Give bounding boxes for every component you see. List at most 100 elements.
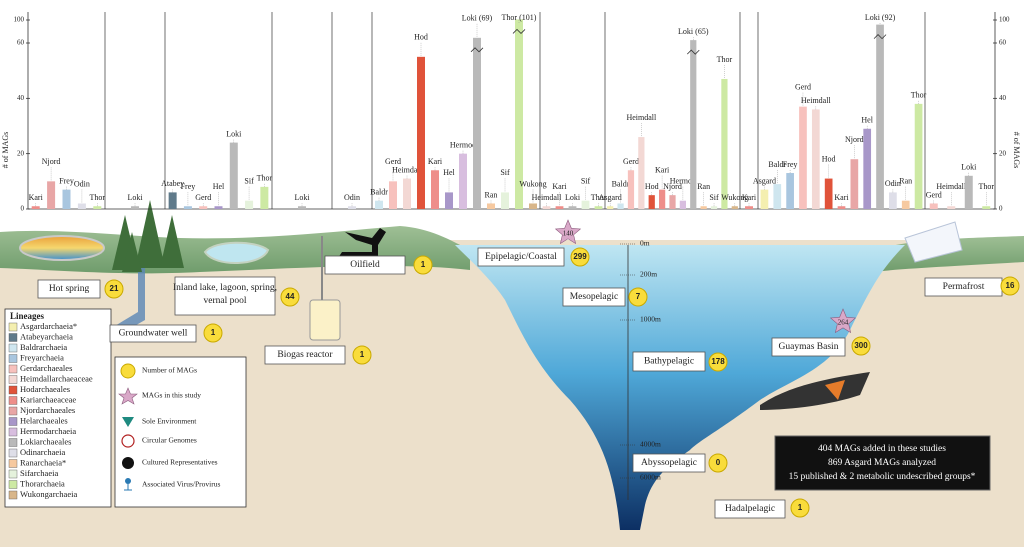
bar-label: Odin (885, 179, 901, 188)
legend-swatch (8, 438, 18, 447)
bar-label: Wukong (519, 179, 546, 188)
bar-label: Odin (74, 179, 90, 188)
environment-box (632, 351, 706, 372)
environment-box (174, 276, 276, 316)
count-badge (203, 323, 223, 343)
bar (348, 206, 356, 209)
bar (183, 206, 192, 209)
study-count: 140 (563, 230, 574, 238)
bar-label: Ran (899, 177, 912, 186)
legend-label: Ranarchaeia* (20, 457, 66, 467)
bar-label: Hel (443, 168, 455, 177)
count: 44 (286, 292, 295, 301)
environment-label: Permafrost (943, 281, 985, 292)
legend-label: Atabeyarchaeia (20, 331, 73, 341)
bar (501, 192, 509, 209)
bar (487, 203, 495, 209)
bar (850, 159, 859, 209)
legend-label: Lokiarchaeales (20, 436, 71, 446)
axis-break (512, 28, 526, 34)
symbol-label: MAGs in this study (142, 391, 201, 400)
y-tick-label: 100 (14, 16, 25, 24)
legend-swatch (8, 343, 18, 353)
y-tick-label: 20 (17, 149, 25, 157)
bar-label: Baldr (370, 188, 388, 197)
bar (837, 206, 846, 209)
environment-label: Hadalpelagic (725, 504, 775, 514)
count-badge (708, 453, 728, 473)
count-badge (1000, 276, 1020, 296)
count-badge (352, 345, 372, 365)
y-axis-title: # of MAGs (1012, 132, 1021, 168)
bar-label: Loki (226, 129, 242, 138)
environment-label: Mesopelagic (570, 292, 619, 302)
bar (594, 206, 603, 209)
axis-break (470, 47, 484, 53)
environment-box (264, 345, 346, 365)
bar (627, 170, 635, 209)
count-badge (280, 287, 300, 307)
bar (607, 206, 614, 209)
legend-label: Freyarchaeia (20, 352, 64, 362)
bar (929, 203, 938, 209)
bar-label: Thor (591, 193, 607, 202)
count: 300 (854, 341, 868, 350)
bar-label: Thor (978, 182, 994, 191)
bar (515, 19, 523, 209)
bar-label: Heimdall (801, 96, 832, 105)
bar-label: Heimdall (936, 182, 967, 191)
environment-label: Inland lake, lagoon, spring, vernal pool (173, 283, 277, 306)
legend-label: Helarchaeales (20, 415, 68, 425)
bar-label: Loki (565, 193, 581, 202)
legend-label: Hermodarchaeia (20, 426, 76, 436)
environment-box (771, 337, 846, 357)
y-tick-label: 20 (999, 149, 1007, 157)
bar (568, 206, 577, 209)
bar-label: Sif (244, 177, 254, 186)
legend-swatch (8, 375, 18, 384)
environment-box (37, 279, 101, 299)
bar (710, 206, 718, 209)
bar (542, 206, 551, 209)
bar-label: Loki (65) (678, 27, 709, 36)
legend-swatch (8, 354, 18, 363)
bar (131, 206, 139, 209)
bar (93, 206, 102, 209)
bar-label: Loki (294, 193, 310, 202)
bar-label: Hod (414, 33, 428, 42)
bar-label: Ran (485, 190, 498, 199)
axis-break (686, 49, 700, 55)
legend-swatch (8, 459, 18, 468)
bar (901, 200, 910, 209)
bar (731, 206, 738, 209)
bar (459, 153, 467, 209)
bar (375, 200, 383, 209)
bar (648, 195, 655, 209)
bar-label: Frey (783, 160, 798, 169)
legend-swatch (8, 469, 18, 479)
count: 1 (360, 350, 365, 359)
bar (773, 184, 782, 209)
bar-label: Loki (69) (462, 14, 493, 23)
legend-label: Heimdallarchaeaceae (20, 373, 93, 383)
environment-box (324, 255, 406, 275)
bar (62, 189, 71, 209)
bar (824, 178, 833, 209)
depth-label: 200m (640, 270, 657, 279)
bar-label: Gerd (623, 157, 639, 166)
y-tick-label: 40 (999, 94, 1007, 102)
bar (786, 173, 794, 209)
y-axis-title: # of MAGs (1, 132, 10, 168)
y-tick-label: 40 (17, 94, 25, 102)
bar-label: Hermod (670, 177, 696, 186)
bar-label: Hod (822, 154, 836, 163)
depth-label: 1000m (640, 315, 661, 324)
count-badge (851, 336, 871, 356)
bar-label: Wukong (721, 193, 748, 202)
legend-swatch (8, 448, 18, 458)
bar (431, 170, 439, 209)
bar (669, 195, 676, 209)
legend-label: Thorarchaeia (20, 478, 65, 488)
bar-label: Gerd (795, 82, 811, 91)
lineage-legend (4, 308, 112, 508)
